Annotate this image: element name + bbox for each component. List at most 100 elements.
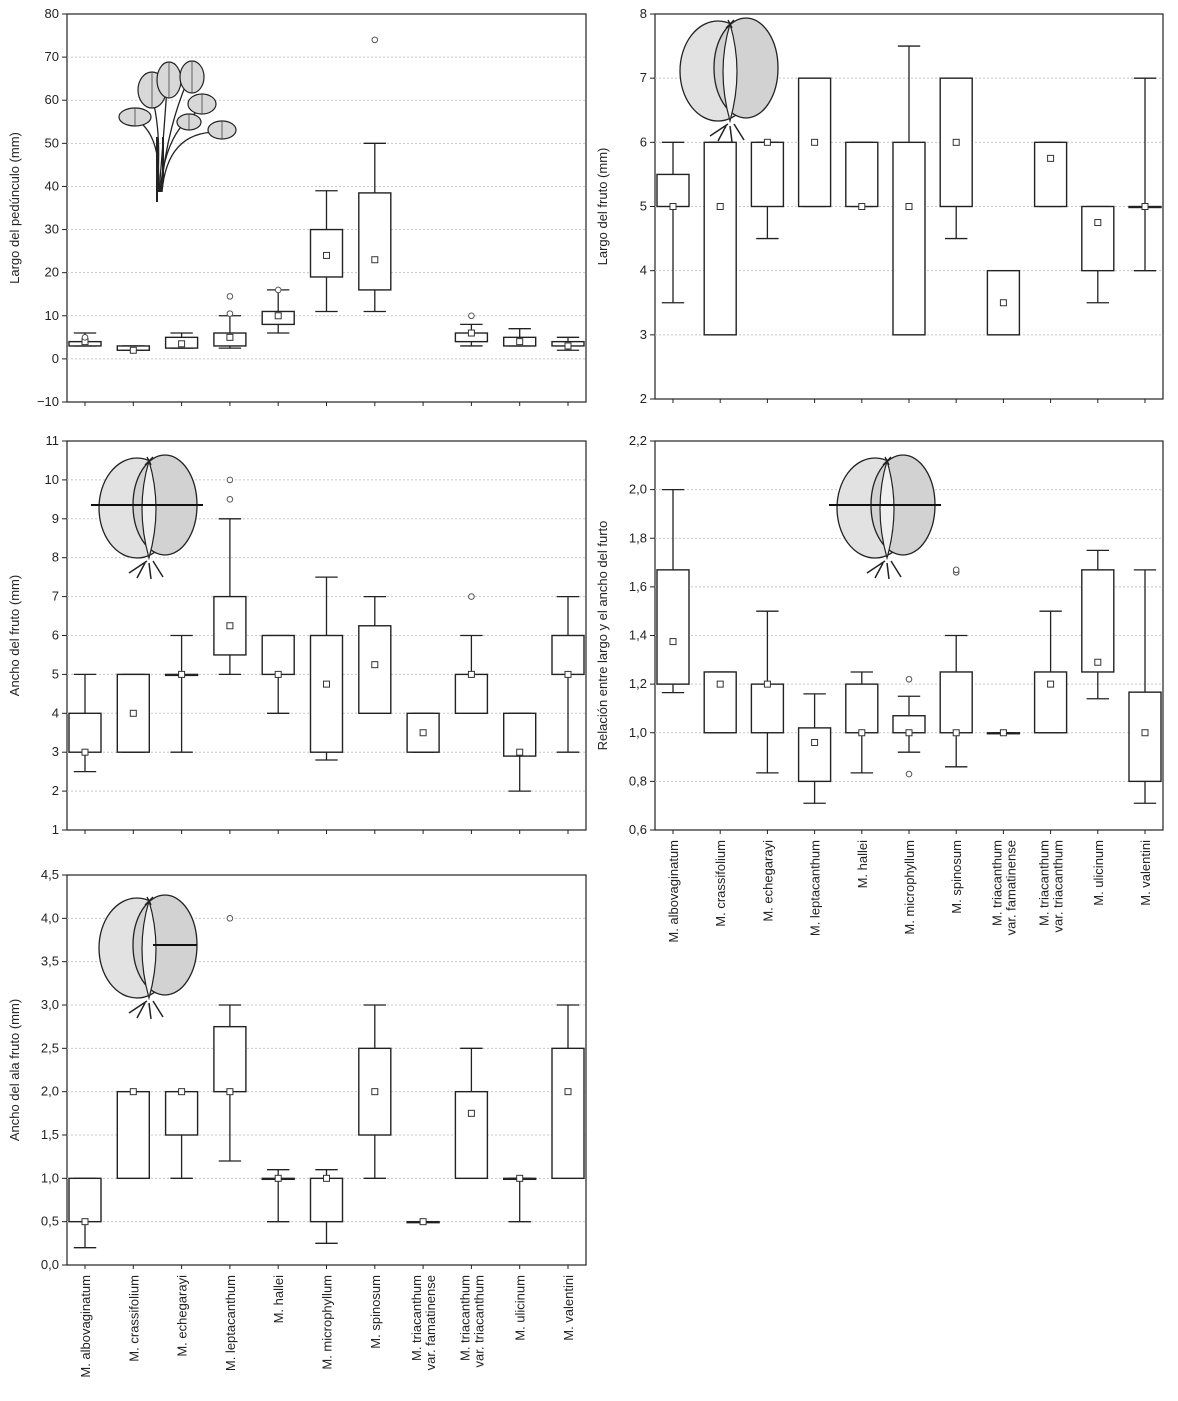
box-9: [1081, 549, 1115, 700]
box-0: [656, 141, 690, 304]
iqr-box: [797, 727, 832, 783]
y-tick-label: 0: [52, 351, 59, 366]
iqr-box: [454, 1090, 489, 1180]
y-tick-label: 10: [45, 308, 59, 323]
box-8: [454, 1047, 489, 1180]
y-tick-label: 3: [52, 744, 59, 759]
iqr-box: [656, 173, 690, 208]
median-marker: [129, 709, 137, 717]
svg-text:M. triacanthum: M. triacanthum: [409, 1275, 424, 1361]
x-category-label: M. spinosum: [949, 840, 964, 914]
box-10: [551, 1004, 585, 1180]
median-marker: [467, 329, 475, 337]
iqr-box: [939, 671, 973, 734]
box-10: [551, 336, 585, 351]
y-tick-label: 11: [46, 433, 60, 448]
svg-text:M. echegarayi: M. echegarayi: [175, 1275, 190, 1357]
boxplot-panel-largo-fruto: 2 3 4 5 6 7 8 Largo del fruto (mm): [595, 6, 1164, 406]
median-marker: [178, 340, 186, 348]
box-10: [551, 595, 585, 753]
box-5: [892, 45, 926, 336]
median-marker: [419, 729, 427, 737]
median-marker: [323, 1174, 330, 1182]
y-tick-label: 3,5: [41, 954, 59, 969]
x-category-label: M. echegarayi: [760, 840, 775, 922]
y-tick-label: 2,0: [41, 1084, 59, 1099]
box-4: [261, 634, 295, 714]
box-4: [845, 141, 879, 210]
outlier-point: [468, 312, 475, 320]
box-3: [213, 915, 247, 1162]
svg-text:var. triacanthum: var. triacanthum: [1051, 840, 1066, 933]
iqr-box: [1081, 569, 1115, 673]
iqr-box: [213, 1025, 247, 1093]
outlier-point: [952, 566, 960, 574]
box-4: [845, 671, 879, 774]
median-marker: [226, 622, 234, 630]
median-marker: [669, 203, 677, 210]
x-category-label: M. valentini: [1138, 840, 1153, 906]
y-tick-label: 2: [640, 391, 647, 406]
iqr-box: [750, 141, 785, 208]
svg-text:var. triacanthum: var. triacanthum: [471, 1275, 486, 1368]
outlier-point: [371, 36, 379, 44]
box-4: [261, 286, 295, 334]
median-marker: [178, 1088, 186, 1096]
peduncle-illustration-icon: [118, 60, 237, 202]
iqr-box: [551, 634, 585, 676]
iqr-box: [68, 1177, 102, 1223]
outlier-point: [81, 334, 89, 341]
iqr-box: [309, 1177, 344, 1223]
y-tick-label: 6: [52, 628, 59, 643]
y-tick-label: 9: [52, 511, 59, 526]
median-marker: [274, 670, 282, 678]
median-marker: [467, 1109, 475, 1117]
median-marker: [371, 256, 379, 264]
x-category-label: M. ulicinum: [1091, 840, 1106, 906]
y-axis-title: Largo del fruto (mm): [595, 148, 610, 266]
svg-text:M. ulicinum: M. ulicinum: [513, 1275, 528, 1341]
median-marker: [905, 203, 913, 210]
box-5: [309, 1169, 344, 1244]
iqr-box: [1033, 141, 1068, 208]
median-marker: [811, 738, 819, 746]
y-tick-label: 2,2: [629, 433, 647, 448]
svg-text:M. triacanthum: M. triacanthum: [457, 1275, 472, 1361]
iqr-box: [503, 712, 537, 757]
y-tick-label: −10: [37, 394, 59, 409]
iqr-box: [703, 141, 737, 336]
svg-text:M. hallei: M. hallei: [855, 840, 870, 889]
y-tick-label: 1,6: [629, 579, 647, 594]
median-marker: [274, 312, 282, 320]
outlier-point: [226, 293, 234, 300]
iqr-box: [454, 673, 489, 715]
median-marker: [81, 748, 89, 756]
y-tick-label: 4: [640, 263, 647, 278]
y-tick-label: 2: [52, 783, 59, 798]
x-category-label: M. albovaginatum: [78, 1275, 93, 1378]
y-tick-label: 4,0: [41, 910, 59, 925]
box-4: [261, 1169, 295, 1223]
median-marker: [1141, 203, 1149, 210]
y-tick-label: 2,0: [629, 482, 647, 497]
x-category-label: M. hallei: [855, 840, 870, 889]
fruit-ratio-illustration-icon: [829, 454, 941, 580]
svg-text:M. crassifolium: M. crassifolium: [126, 1275, 141, 1362]
boxplot-panel-pedunculo: −10 0 10 20 30 40 50 60 70 80 Largo del pedúnculo …: [7, 6, 587, 409]
y-tick-label: 4: [52, 705, 59, 720]
median-marker: [516, 1174, 524, 1182]
box-8: [1033, 141, 1068, 208]
outlier-point: [226, 496, 234, 503]
median-marker: [564, 670, 572, 678]
y-tick-label: 1,8: [629, 530, 647, 545]
svg-text:M. triacanthum: M. triacanthum: [1037, 840, 1052, 926]
y-axis-title: Ancho del ala fruto (mm): [7, 999, 22, 1141]
median-marker: [226, 333, 234, 341]
svg-text:M. microphyllum: M. microphyllum: [320, 1275, 335, 1370]
iqr-box: [116, 1090, 151, 1180]
x-category-label: M. echegarayi: [175, 1275, 190, 1357]
box-2: [164, 634, 199, 753]
y-tick-label: 1,2: [629, 676, 647, 691]
box-2: [750, 138, 785, 240]
y-tick-label: 0,6: [629, 822, 647, 837]
